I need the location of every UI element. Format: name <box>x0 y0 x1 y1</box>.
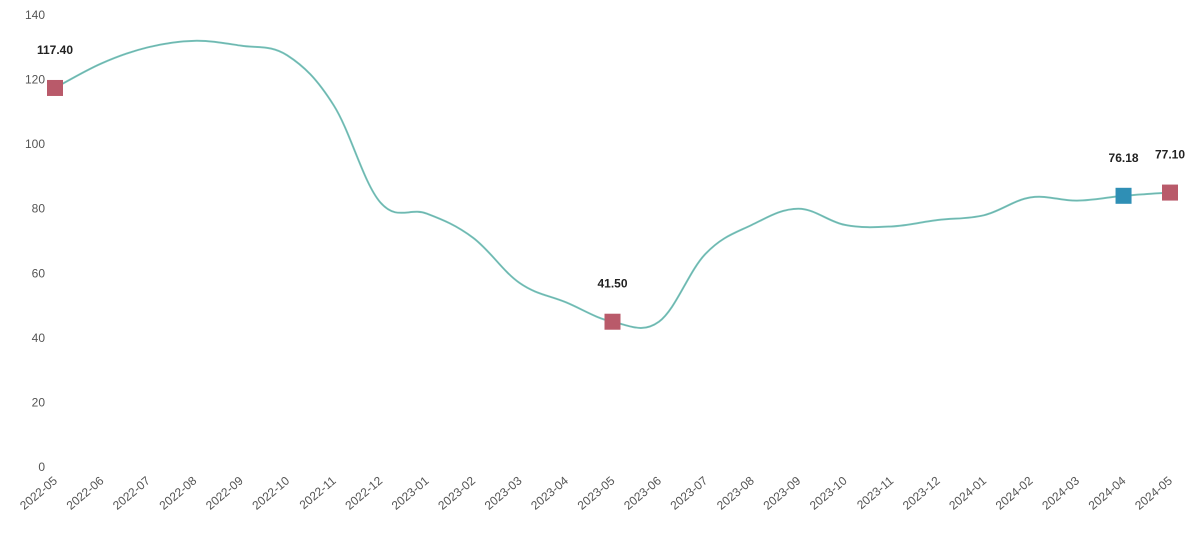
x-tick-label: 2023-07 <box>668 473 711 512</box>
data-point-marker <box>47 79 63 96</box>
x-tick-label: 2023-04 <box>528 473 571 512</box>
x-axis: 2022-05 2022-06 2022-07 2022-08 2022-09 2022-… <box>17 473 1175 512</box>
data-label: 117.40 <box>37 43 73 57</box>
x-tick-label: 2023-06 <box>621 473 664 512</box>
data-label: 77.10 <box>1155 148 1185 162</box>
x-tick-label: 2024-01 <box>946 473 989 512</box>
y-tick-label: 140 <box>25 8 45 22</box>
x-tick-label: 2022-08 <box>157 473 200 512</box>
data-point-marker <box>604 313 621 330</box>
x-tick-label: 2023-01 <box>389 473 432 512</box>
y-tick-label: 100 <box>25 137 45 151</box>
data-point-marker <box>1162 184 1178 201</box>
x-tick-label: 2024-03 <box>1039 473 1082 512</box>
x-tick-label: 2024-02 <box>993 473 1036 512</box>
data-label: 76.18 <box>1109 151 1139 165</box>
x-tick-label: 2022-11 <box>297 473 339 512</box>
y-tick-label: 40 <box>32 331 46 345</box>
x-tick-label: 2022-07 <box>110 473 153 512</box>
x-tick-label: 2022-05 <box>17 473 60 512</box>
x-tick-label: 2024-04 <box>1086 473 1129 512</box>
x-tick-label: 2023-03 <box>482 473 525 512</box>
x-tick-label: 2022-09 <box>203 473 246 512</box>
x-tick-label: 2023-11 <box>854 473 896 512</box>
x-tick-label: 2023-02 <box>435 473 478 512</box>
x-tick-label: 2023-08 <box>714 473 757 512</box>
x-tick-label: 2022-12 <box>342 473 385 512</box>
x-tick-label: 2022-06 <box>64 473 107 512</box>
y-tick-label: 120 <box>25 73 45 87</box>
marker-layer: 117.40 41.50 76.18 77.10 <box>37 43 1185 330</box>
x-tick-label: 2024-05 <box>1132 473 1175 512</box>
y-tick-label: 0 <box>38 460 45 474</box>
y-tick-label: 20 <box>32 395 46 409</box>
x-tick-label: 2023-09 <box>761 473 804 512</box>
y-tick-label: 80 <box>32 202 46 216</box>
x-tick-label: 2023-12 <box>900 473 943 512</box>
x-tick-label: 2023-10 <box>807 473 850 512</box>
x-tick-label: 2022-10 <box>249 473 292 512</box>
y-axis: 0 20 40 60 80 100 120 140 <box>25 8 45 474</box>
x-tick-label: 2023-05 <box>575 473 618 512</box>
data-point-marker <box>1115 187 1132 204</box>
data-label: 41.50 <box>597 277 627 291</box>
y-tick-label: 60 <box>32 266 46 280</box>
